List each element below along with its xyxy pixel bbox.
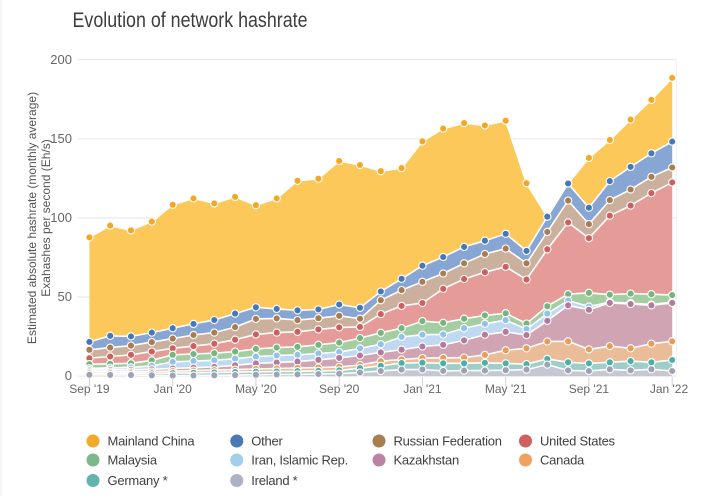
svg-text:0: 0: [65, 368, 72, 383]
svg-text:Jan '20: Jan '20: [154, 382, 193, 396]
svg-text:150: 150: [50, 131, 72, 146]
svg-text:Estimated absolute hashrate (m: Estimated absolute hashrate (monthly ave…: [25, 92, 39, 344]
svg-text:Evolution of network hashrate: Evolution of network hashrate: [73, 9, 308, 33]
svg-text:50: 50: [58, 289, 72, 304]
svg-text:Other: Other: [251, 434, 283, 449]
svg-text:Canada: Canada: [540, 453, 585, 468]
svg-text:Mainland China: Mainland China: [108, 434, 196, 449]
svg-text:Malaysia: Malaysia: [108, 453, 158, 468]
svg-text:Russian Federation: Russian Federation: [394, 434, 502, 449]
svg-text:May '20: May '20: [235, 382, 277, 396]
svg-text:Exahashes per second (Eh/s): Exahashes per second (Eh/s): [39, 139, 53, 296]
svg-text:100: 100: [50, 210, 72, 225]
svg-text:Jan '21: Jan '21: [403, 382, 442, 396]
svg-text:Kazakhstan: Kazakhstan: [394, 453, 459, 468]
svg-text:Jan '22: Jan '22: [650, 382, 689, 396]
svg-text:United States: United States: [540, 434, 616, 449]
svg-text:Sep '19: Sep '19: [69, 382, 110, 396]
svg-text:Ireland *: Ireland *: [251, 473, 297, 488]
svg-text:Sep '21: Sep '21: [569, 382, 610, 396]
svg-text:200: 200: [50, 52, 72, 67]
svg-text:Germany *: Germany *: [108, 473, 168, 488]
svg-text:May '21: May '21: [485, 382, 527, 396]
svg-text:Sep '20: Sep '20: [319, 382, 360, 396]
svg-text:Iran, Islamic Rep.: Iran, Islamic Rep.: [251, 453, 348, 468]
